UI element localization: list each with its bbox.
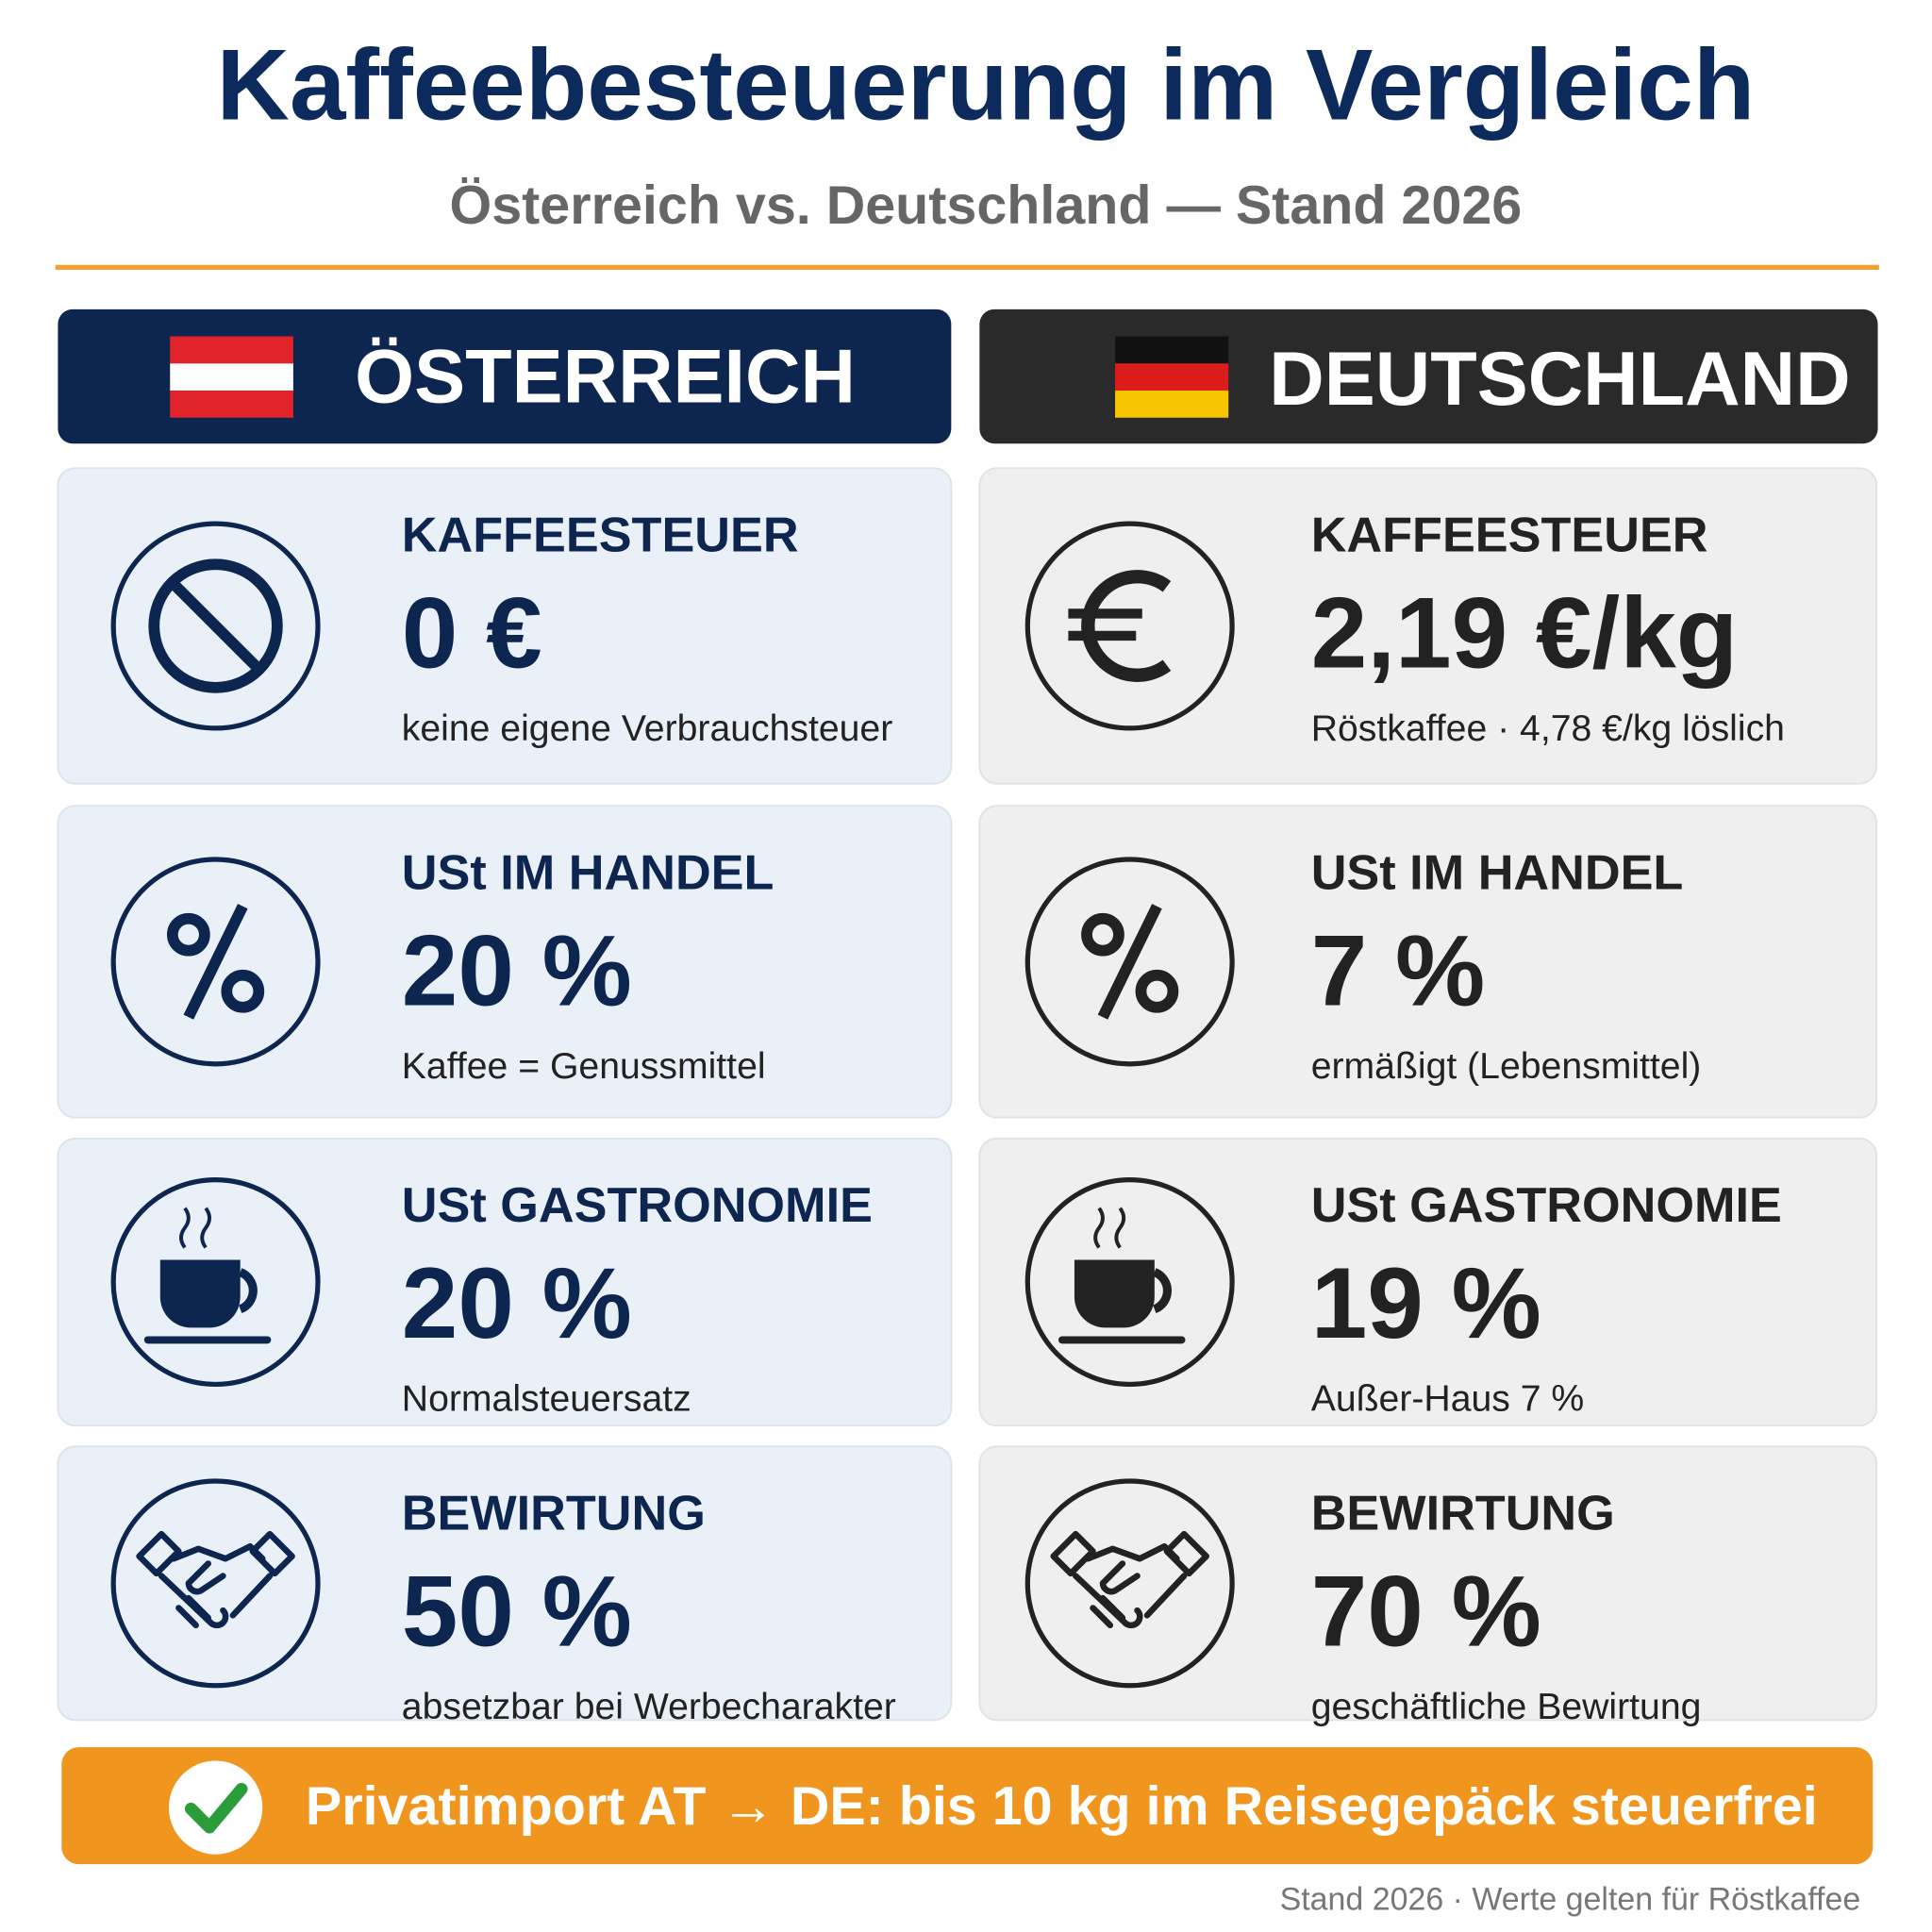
banner-text: Privatimport AT → DE: bis 10 kg im Reise…	[306, 1776, 1818, 1837]
subtitle: Österreich vs. Deutschland — Stand 2026	[450, 175, 1523, 236]
icon-ring	[1024, 1478, 1235, 1689]
card-bg	[978, 467, 1878, 785]
card-note: Kaffee = Genussmittel	[402, 1046, 766, 1087]
card-label: KAFFEESTEUER	[1311, 508, 1708, 563]
card-label: BEWIRTUNG	[1311, 1487, 1615, 1541]
card-note: Außer-Haus 7 %	[1311, 1378, 1585, 1419]
card-value: 2,19 €/kg	[1311, 575, 1738, 689]
icon	[1068, 570, 1172, 682]
icon	[166, 904, 265, 1020]
icon-shape	[1093, 1207, 1105, 1249]
footer: Stand 2026 · Werte gelten für Röstkaffee	[1280, 1881, 1861, 1917]
icon	[136, 1530, 295, 1629]
icon-shape	[183, 904, 248, 1020]
column-title: DEUTSCHLAND	[1269, 337, 1850, 422]
card-note: ermäßigt (Lebensmittel)	[1311, 1046, 1702, 1087]
card: KAFFEESTEUER 0 € keine eigene Verbrauchste…	[57, 467, 953, 785]
icon-ring	[1024, 521, 1235, 731]
card-note: Röstkaffee · 4,78 €/kg löslich	[1311, 708, 1785, 749]
card-value: 19 %	[1311, 1246, 1541, 1359]
icon-shape	[238, 1268, 258, 1314]
icon-shape	[221, 969, 265, 1013]
card-label: USt GASTRONOMIE	[402, 1178, 873, 1233]
icon-ring	[110, 857, 321, 1067]
icon-ring	[110, 1478, 321, 1689]
card-label: USt IM HANDEL	[402, 845, 774, 900]
icon-shape	[159, 1259, 241, 1328]
icon-shape	[1114, 1207, 1126, 1249]
card-value: 20 %	[402, 913, 632, 1026]
card-value: 50 %	[402, 1555, 632, 1668]
card-label: USt GASTRONOMIE	[1311, 1178, 1782, 1233]
icon-shape	[1081, 912, 1124, 957]
card: USt GASTRONOMIE 19 % Außer-Haus 7 %	[978, 1137, 1878, 1427]
icon-shape	[168, 578, 263, 674]
card-value: 20 %	[402, 1246, 632, 1359]
icon	[143, 1207, 272, 1344]
flag-de	[1115, 336, 1229, 418]
card: BEWIRTUNG 70 % geschäftliche Bewirtung	[978, 1445, 1878, 1727]
icon-ring	[1024, 857, 1235, 1067]
card-bg	[978, 805, 1878, 1119]
card-value: 0 €	[402, 575, 542, 689]
card: USt IM HANDEL 7 % ermäßigt (Lebensmittel)	[978, 805, 1878, 1119]
icon-shape	[148, 558, 283, 693]
card-note: geschäftliche Bewirtung	[1311, 1687, 1702, 1727]
icon	[1058, 1207, 1186, 1344]
icon-ring	[110, 1177, 321, 1388]
icon-ring	[110, 521, 321, 731]
card: BEWIRTUNG 50 % absetzbar bei Werbecharakte…	[57, 1445, 953, 1727]
card: KAFFEESTEUER 2,19 €/kg Röstkaffee · 4,78 €…	[978, 467, 1878, 785]
icon-shape	[1152, 1268, 1173, 1314]
icon-shape	[1081, 570, 1172, 682]
card-note: Normalsteuersatz	[402, 1378, 691, 1419]
banner	[61, 1747, 1874, 1865]
card-note: keine eigene Verbrauchsteuer	[402, 708, 892, 749]
icon-shape	[179, 1207, 191, 1249]
icon-shape	[158, 1542, 274, 1629]
check-icon	[168, 1760, 263, 1855]
icon	[1081, 904, 1179, 1020]
card-value: 7 %	[1311, 913, 1486, 1026]
card-label: KAFFEESTEUER	[402, 508, 799, 563]
card-label: USt IM HANDEL	[1311, 845, 1684, 900]
icon-shape	[166, 912, 210, 957]
cards: KAFFEESTEUER 0 € keine eigene Verbrauchste…	[57, 467, 1878, 1727]
icon-ring	[1024, 1177, 1235, 1388]
check-mark	[184, 1782, 248, 1834]
icon-shape	[1097, 904, 1162, 1020]
card: USt GASTRONOMIE 20 % Normalsteuersatz	[57, 1137, 953, 1427]
card-note: absetzbar bei Werbecharakter	[402, 1687, 896, 1727]
card-bg	[57, 1137, 953, 1427]
card-value: 70 %	[1311, 1555, 1541, 1668]
icon	[148, 558, 283, 693]
card: USt IM HANDEL 20 % Kaffee = Genussmittel	[57, 805, 953, 1119]
column-title: ÖSTERREICH	[355, 334, 856, 419]
icon	[1050, 1530, 1209, 1629]
flag-at	[170, 336, 293, 418]
icon-shape	[200, 1207, 211, 1249]
icon-shape	[1074, 1259, 1155, 1328]
icon-shape	[1072, 1542, 1188, 1629]
card-bg	[57, 1445, 953, 1722]
icon-shape	[1135, 969, 1179, 1013]
divider	[55, 264, 1879, 271]
title: Kaffeebesteuerung im Vergleich	[217, 27, 1756, 141]
card-label: BEWIRTUNG	[402, 1487, 706, 1541]
